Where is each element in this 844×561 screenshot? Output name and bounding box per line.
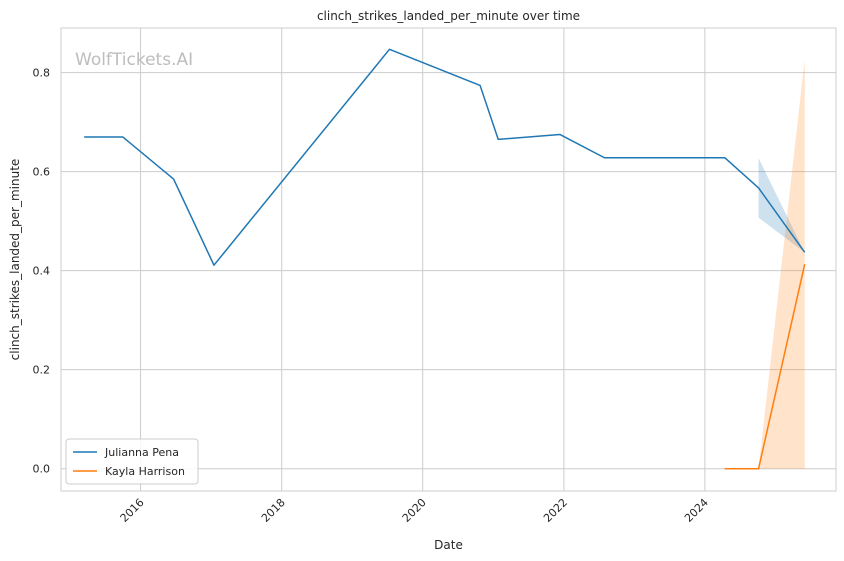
y-axis-label: clinch_strikes_landed_per_minute <box>8 159 22 361</box>
legend-label-1: Kayla Harrison <box>105 465 185 478</box>
plot-frame <box>60 27 837 492</box>
legend: Julianna Pena Kayla Harrison <box>65 438 199 485</box>
x-tick-labels: 2016 2018 2020 2022 2024 <box>118 496 711 525</box>
x-tick-label: 2018 <box>259 496 288 525</box>
series-line-1 <box>724 264 806 470</box>
y-tick-label: 0.6 <box>33 166 51 179</box>
series-lines <box>84 48 806 470</box>
confidence-band-0 <box>758 158 805 253</box>
y-tick-labels: 0.0 0.2 0.4 0.6 0.8 <box>33 67 51 476</box>
x-tick-label: 2024 <box>682 496 711 525</box>
watermark: WolfTickets.AI <box>75 50 193 70</box>
x-tick-label: 2020 <box>400 496 429 525</box>
chart-title: clinch_strikes_landed_per_minute over ti… <box>317 9 580 23</box>
legend-label-0: Julianna Pena <box>104 446 179 459</box>
confidence-bands <box>758 59 805 469</box>
y-tick-label: 0.8 <box>33 67 51 80</box>
x-tick-label: 2016 <box>118 496 147 525</box>
x-tick-label: 2022 <box>541 496 570 525</box>
y-tick-label: 0.0 <box>33 463 51 476</box>
x-axis-label: Date <box>434 538 463 552</box>
series-line-0 <box>84 48 806 266</box>
legend-box <box>65 438 199 485</box>
y-tick-label: 0.4 <box>33 265 51 278</box>
confidence-band-1 <box>758 59 805 469</box>
y-tick-label: 0.2 <box>33 364 51 377</box>
grid <box>61 28 836 491</box>
